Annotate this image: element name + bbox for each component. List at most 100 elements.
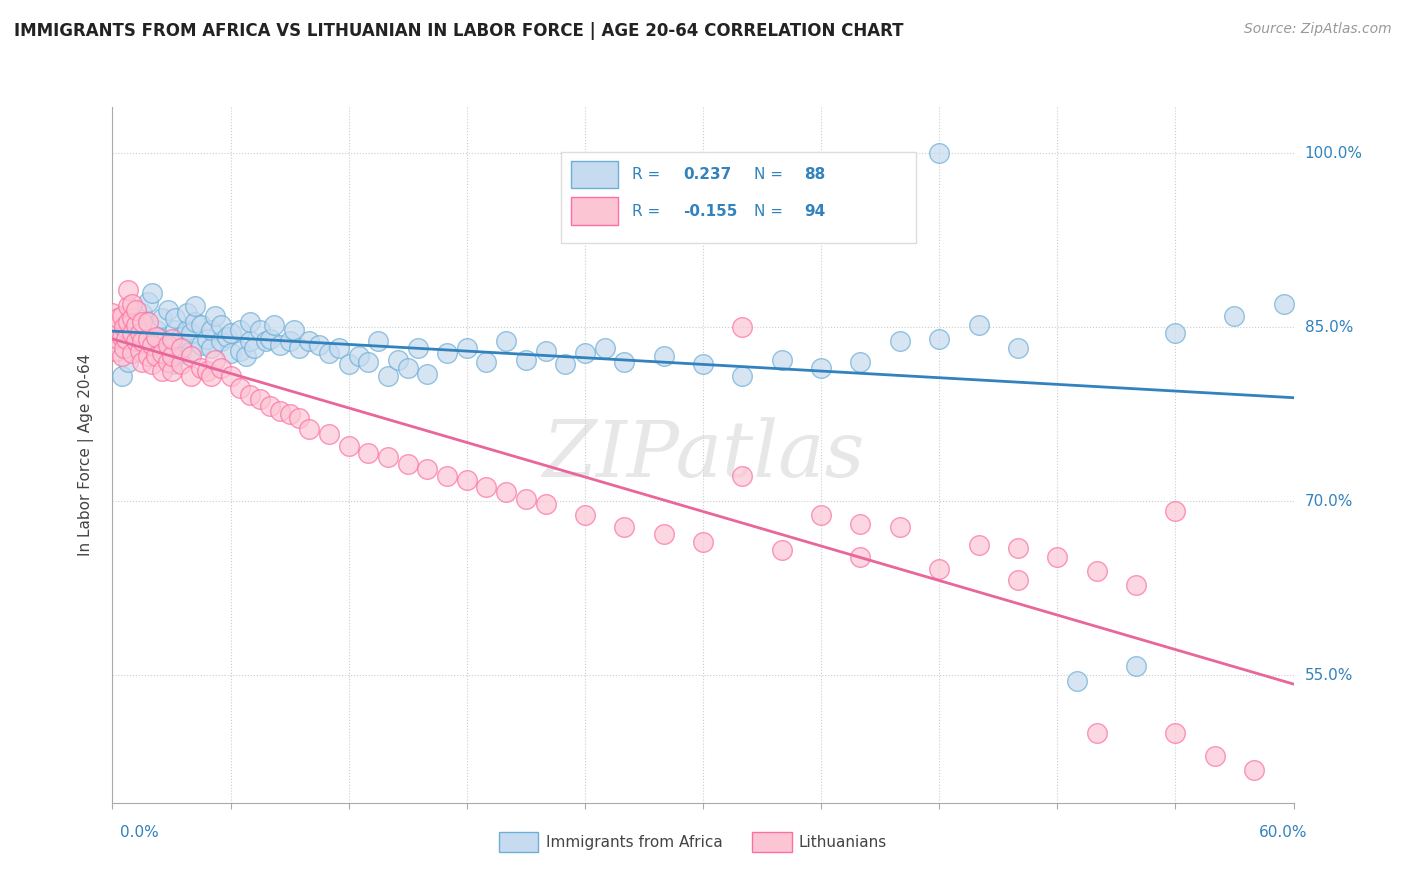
Bar [571, 197, 619, 226]
Point [165, 323, 187, 337]
Text: 60.0%: 60.0% [1260, 825, 1308, 840]
Point [456, 474, 478, 488]
Point [1046, 549, 1069, 564]
Point [613, 355, 636, 369]
Point [396, 361, 419, 376]
Point [107, 332, 129, 346]
Point [125, 323, 148, 337]
Point [105, 343, 128, 358]
Point [170, 329, 193, 343]
Point [107, 311, 129, 326]
Point [574, 346, 596, 360]
Point [190, 318, 212, 332]
Point [112, 320, 135, 334]
Point [288, 410, 311, 425]
Point [141, 285, 163, 300]
Point [288, 341, 311, 355]
Point [131, 315, 153, 329]
Point [184, 300, 207, 314]
Point [150, 346, 173, 360]
Point [160, 350, 183, 364]
Point [731, 320, 754, 334]
Point [219, 326, 242, 341]
Text: ZIPatlas: ZIPatlas [541, 417, 865, 493]
Point [131, 306, 153, 320]
Point [1223, 309, 1246, 323]
Point [170, 358, 193, 372]
Point [534, 497, 557, 511]
Point [170, 346, 193, 360]
Point [180, 350, 202, 364]
Point [263, 318, 285, 332]
Point [121, 297, 143, 311]
Text: Lithuanians: Lithuanians [799, 835, 887, 849]
Point [347, 350, 370, 364]
Point [278, 407, 301, 422]
Point [308, 338, 330, 352]
Point [141, 358, 163, 372]
Point [298, 422, 321, 436]
Text: 94: 94 [804, 204, 825, 219]
Point [209, 318, 232, 332]
Text: 85.0%: 85.0% [1305, 320, 1353, 334]
Point [160, 332, 183, 346]
Point [200, 369, 222, 384]
Point [416, 462, 439, 476]
Text: 0.237: 0.237 [683, 167, 731, 182]
Point [117, 315, 139, 329]
Point [209, 334, 232, 349]
Point [436, 468, 458, 483]
Text: R =: R = [633, 204, 661, 219]
Text: 55.0%: 55.0% [1305, 668, 1353, 682]
Point [1164, 503, 1187, 517]
Point [215, 329, 238, 343]
Point [515, 491, 537, 506]
Point [849, 549, 872, 564]
Text: IMMIGRANTS FROM AFRICA VS LITHUANIAN IN LABOR FORCE | AGE 20-64 CORRELATION CHAR: IMMIGRANTS FROM AFRICA VS LITHUANIAN IN … [14, 22, 904, 40]
Point [367, 334, 389, 349]
Point [337, 439, 360, 453]
Point [652, 350, 675, 364]
Text: -0.155: -0.155 [683, 204, 737, 219]
Point [101, 306, 124, 320]
Point [357, 445, 380, 459]
Text: 0.0%: 0.0% [120, 825, 159, 840]
Point [377, 450, 399, 465]
Point [235, 350, 257, 364]
Point [495, 334, 517, 349]
Point [318, 346, 340, 360]
Point [731, 468, 754, 483]
Point [150, 332, 173, 346]
Point [436, 346, 458, 360]
Point [136, 350, 159, 364]
Point [770, 543, 793, 558]
Point [1243, 764, 1265, 778]
Point [180, 369, 202, 384]
Point [101, 323, 124, 337]
Text: Immigrants from Africa: Immigrants from Africa [546, 835, 723, 849]
Point [249, 392, 271, 407]
Point [1085, 726, 1108, 740]
Point [416, 367, 439, 381]
Point [190, 338, 212, 352]
Point [145, 343, 167, 358]
Point [456, 341, 478, 355]
Point [731, 369, 754, 384]
Point [156, 355, 179, 369]
Point [219, 369, 242, 384]
Point [121, 311, 143, 326]
Point [387, 352, 409, 367]
Point [928, 561, 950, 575]
Point [278, 334, 301, 349]
Point [136, 315, 159, 329]
Point [1007, 541, 1029, 555]
Point [160, 358, 183, 372]
Point [145, 329, 167, 343]
Point [121, 338, 143, 352]
Point [141, 338, 163, 352]
Point [111, 329, 134, 343]
Point [1272, 297, 1295, 311]
Point [200, 323, 222, 337]
Point [889, 520, 911, 534]
Point [165, 311, 187, 326]
